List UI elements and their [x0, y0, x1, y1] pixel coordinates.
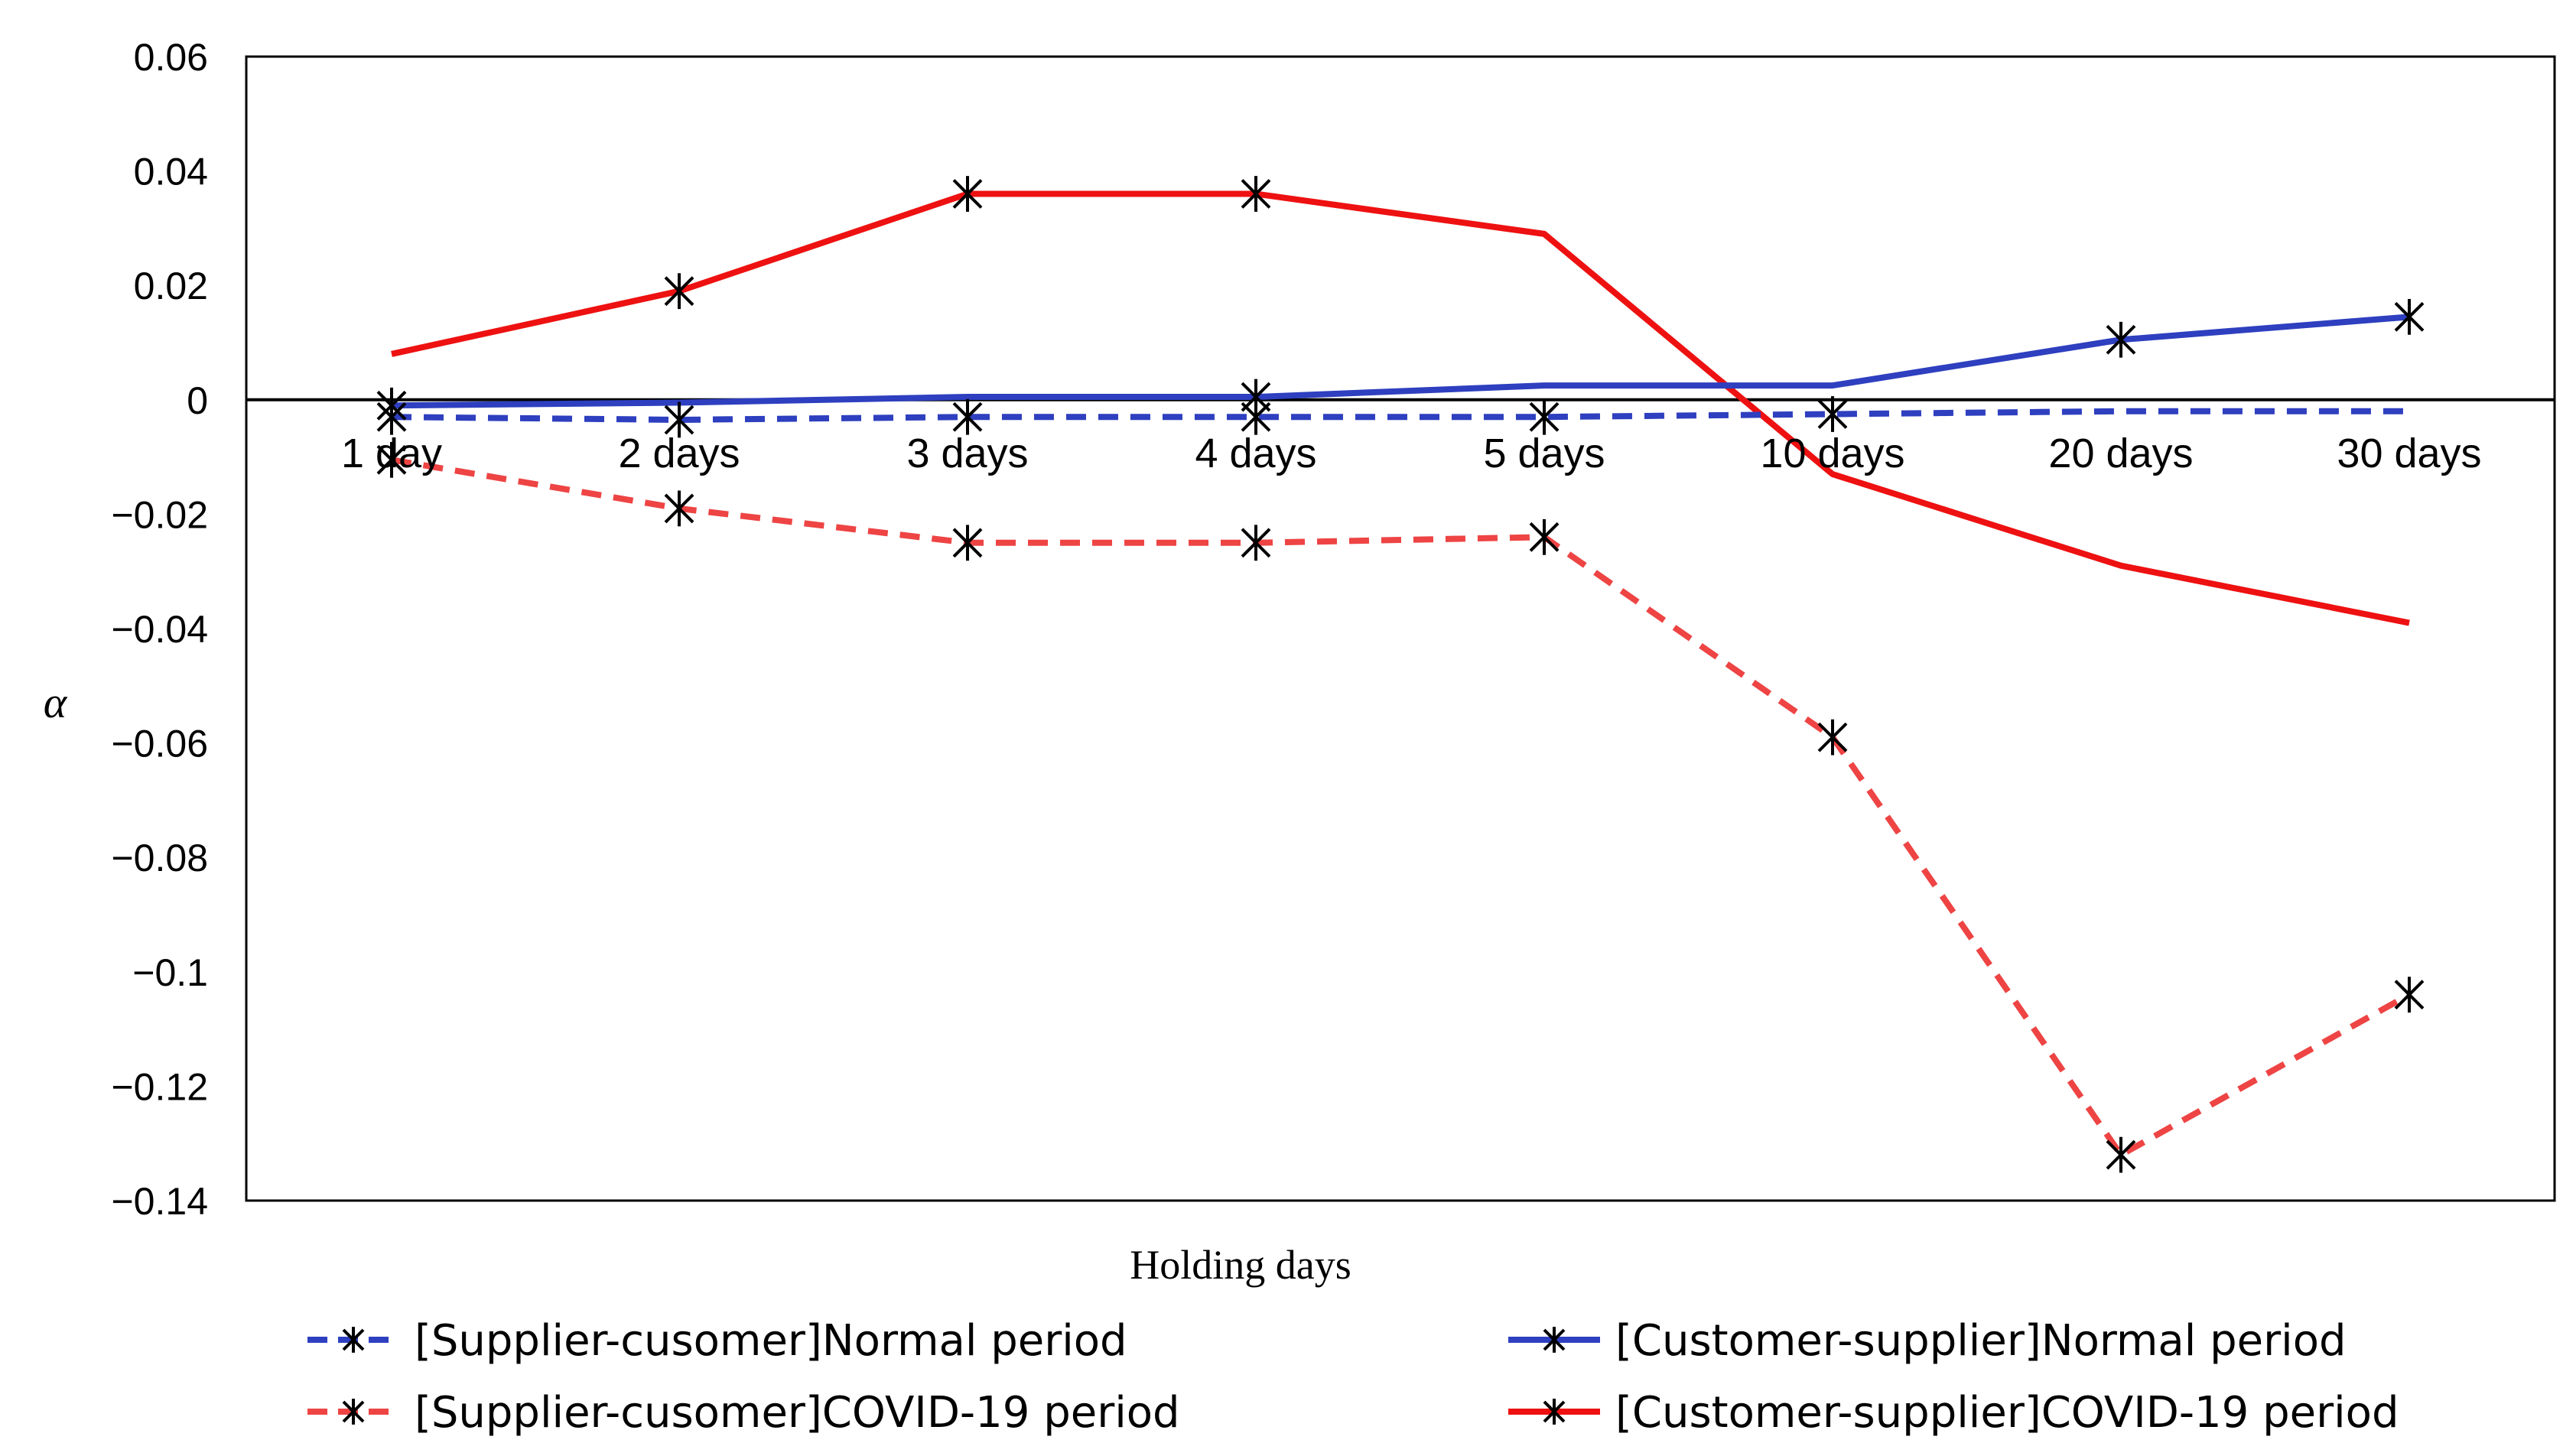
y-tick-label: −0.12: [111, 1065, 208, 1108]
legend-marker: [342, 1399, 365, 1425]
y-tick-label: 0.02: [134, 265, 208, 307]
x-tick-label: 5 days: [1483, 431, 1605, 476]
series-lines: [391, 190, 2411, 1159]
x-tick-label: 10 days: [1760, 431, 1904, 476]
data-point-supplier-customer-covid: [1241, 525, 1271, 561]
y-tick-label: 0.04: [134, 151, 208, 193]
y-tick-label: −0.04: [111, 608, 208, 651]
y-tick-label: −0.08: [111, 837, 208, 879]
y-tick-label: 0: [187, 379, 208, 422]
legend-item: [Supplier-cusomer]Normal period: [307, 1316, 1127, 1366]
data-point-supplier-customer-covid: [952, 525, 983, 561]
x-tick-label: 1 day: [341, 431, 442, 476]
y-tick-label: −0.1: [132, 951, 208, 994]
legend-marker: [1543, 1399, 1566, 1425]
x-tick-label: 2 days: [618, 431, 740, 476]
y-axis-ticks: 0.06 0.04 0.02 0 −0.02 −0.04 −0.06 −0.08 −0.1 −0.…: [111, 36, 208, 1223]
data-point-customer-supplier-covid: [952, 176, 983, 212]
data-point-customer-supplier-normal: [376, 387, 407, 424]
legend-label: [Customer-supplier]Normal period: [1615, 1316, 2347, 1366]
data-point-customer-supplier-normal: [1241, 379, 1271, 415]
y-axis-title: α: [44, 678, 68, 727]
y-tick-label: 0.06: [134, 36, 208, 79]
legend-item: [Customer-supplier]COVID-19 period: [1508, 1388, 2399, 1438]
plot-area: [245, 55, 2556, 1202]
data-point-customer-supplier-normal: [2394, 298, 2425, 335]
data-point-customer-supplier-covid: [1241, 176, 1271, 212]
data-point-customer-supplier-normal: [2106, 321, 2136, 358]
y-tick-label: −0.02: [111, 493, 208, 536]
legend-item: [Customer-supplier]Normal period: [1508, 1316, 2347, 1366]
legend-item: [Supplier-cusomer]COVID-19 period: [307, 1388, 1180, 1438]
legend-label: [Customer-supplier]COVID-19 period: [1615, 1388, 2399, 1438]
x-tick-label: 20 days: [2048, 431, 2193, 476]
series-markers: [376, 176, 2425, 1173]
data-point-supplier-customer-covid: [664, 490, 694, 527]
x-tick-label: 4 days: [1195, 431, 1316, 476]
data-point-supplier-customer-covid: [2394, 977, 2425, 1013]
data-point-supplier-customer-covid: [2106, 1136, 2136, 1173]
data-point-supplier-customer-covid: [1817, 719, 1848, 756]
y-tick-label: −0.06: [111, 723, 208, 765]
legend-label: [Supplier-cusomer]Normal period: [415, 1316, 1127, 1366]
x-axis-title: Holding days: [1130, 1242, 1351, 1288]
data-point-supplier-customer-normal: [1529, 398, 1560, 435]
x-tick-label: 30 days: [2337, 431, 2481, 476]
series-line-supplier-customer-covid: [391, 457, 2411, 1159]
y-tick-label: −0.14: [111, 1180, 208, 1223]
legend-label: [Supplier-cusomer]COVID-19 period: [415, 1388, 1180, 1438]
x-axis-ticks: 1 day 2 days 3 days 4 days 5 days 10 days 20 d…: [341, 431, 2482, 476]
data-point-supplier-customer-normal: [952, 398, 983, 435]
series-line-customer-supplier-covid: [391, 190, 2410, 626]
data-point-supplier-customer-normal: [664, 401, 694, 438]
data-point-supplier-customer-covid: [1529, 518, 1560, 555]
legend: [Supplier-cusomer]Normal period [Customer…: [307, 1316, 2399, 1438]
data-point-customer-supplier-covid: [664, 273, 694, 310]
legend-marker: [342, 1327, 365, 1353]
series-line-supplier-customer-normal: [391, 408, 2409, 423]
legend-marker: [1543, 1327, 1566, 1353]
series-line-customer-supplier-normal: [391, 314, 2410, 409]
data-point-supplier-customer-normal: [1817, 396, 1848, 432]
data-point-supplier-customer-covid: [376, 441, 407, 478]
x-tick-label: 3 days: [906, 431, 1028, 476]
